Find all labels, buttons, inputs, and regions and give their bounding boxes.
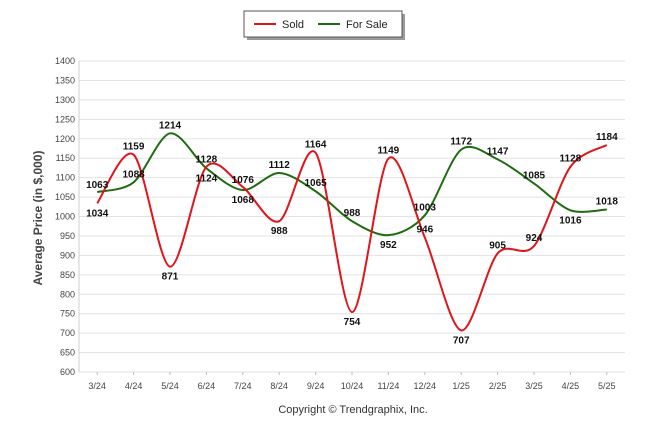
x-tick-label: 3/25 [525, 381, 543, 391]
x-tick-label: 12/24 [414, 381, 437, 391]
series-line-for-sale [96, 132, 607, 237]
data-label-sold: 946 [416, 224, 433, 235]
data-label-sold: 1164 [305, 140, 327, 151]
data-label-sold: 988 [271, 226, 288, 237]
data-label-sold: 924 [526, 233, 543, 244]
series-line-sold [96, 144, 608, 332]
data-label-for-sale: 1016 [559, 215, 582, 226]
series-lines [96, 132, 608, 332]
data-label-for-sale: 1003 [414, 202, 437, 213]
data-label-sold: 1149 [378, 146, 400, 157]
data-label-for-sale: 1147 [487, 146, 509, 157]
x-tick-label: 5/25 [598, 381, 616, 391]
data-label-for-sale: 1085 [523, 170, 546, 181]
data-label-for-sale: 1068 [232, 195, 255, 206]
y-tick-label: 1350 [55, 75, 75, 85]
data-label-for-sale: 1214 [159, 120, 182, 131]
x-tick-label: 3/24 [88, 381, 106, 391]
x-tick-label: 4/25 [562, 381, 580, 391]
x-tick-label: 4/24 [125, 381, 143, 391]
x-tick-label: 6/24 [198, 381, 216, 391]
grid [78, 60, 625, 375]
y-tick-label: 900 [60, 250, 75, 260]
data-label-sold: 1034 [86, 208, 109, 219]
y-tick-label: 950 [60, 231, 75, 241]
data-labels: 1034 1159 871 1128 1076 988 1164 754 1149 946 707 9… [86, 120, 618, 346]
data-label-for-sale: 1065 [304, 178, 327, 189]
y-tick-label: 1100 [56, 173, 75, 183]
x-tick-label: 1/25 [452, 381, 470, 391]
x-tick-label: 11/24 [377, 381, 399, 391]
data-label-for-sale: 1063 [86, 180, 109, 191]
copyright-footer: Copyright © Trendgraphix, Inc. [278, 404, 427, 416]
y-axis-label: Average Price (in $,000) [31, 151, 45, 286]
data-label-sold: 1184 [596, 132, 618, 143]
x-axis-ticks: 3/24 4/24 5/24 6/24 7/24 8/24 9/24 10/24 11/24 12… [88, 381, 615, 391]
x-tick-label: 9/24 [307, 381, 325, 391]
data-label-sold: 707 [453, 335, 470, 346]
data-label-for-sale: 1018 [596, 197, 619, 208]
y-tick-label: 1400 [55, 56, 75, 66]
y-axis-ticks: 600 650 700 750 800 850 900 950 1000 1050 1100 1150… [55, 56, 75, 377]
x-tick-label: 2/25 [489, 381, 507, 391]
data-label-for-sale: 1124 [196, 173, 218, 184]
data-label-for-sale: 1088 [122, 169, 145, 180]
y-tick-label: 1050 [55, 192, 75, 202]
y-tick-label: 750 [60, 309, 75, 319]
data-label-for-sale: 952 [380, 240, 397, 251]
y-tick-label: 1300 [55, 95, 75, 105]
y-tick-label: 850 [60, 270, 75, 280]
y-tick-label: 600 [60, 367, 75, 377]
data-label-for-sale: 988 [344, 208, 361, 219]
x-tick-label: 7/24 [234, 381, 252, 391]
y-tick-label: 1200 [55, 134, 75, 144]
x-tick-label: 8/24 [270, 381, 288, 391]
data-label-sold: 871 [162, 272, 179, 283]
y-tick-label: 700 [60, 328, 75, 338]
y-tick-label: 800 [60, 289, 75, 299]
legend-label-for-sale: For Sale [346, 19, 388, 31]
data-label-for-sale: 1112 [269, 160, 291, 171]
y-tick-label: 1250 [55, 114, 75, 124]
legend-label-sold: Sold [282, 19, 304, 31]
data-label-sold: 905 [489, 240, 506, 251]
data-label-sold: 754 [344, 317, 361, 328]
y-tick-label: 1000 [55, 212, 75, 222]
legend: Sold For Sale [243, 10, 405, 40]
data-label-sold: 1128 [196, 155, 218, 166]
data-label-sold: 1076 [232, 175, 255, 186]
x-tick-label: 10/24 [341, 381, 364, 391]
y-tick-label: 650 [60, 348, 75, 358]
data-label-sold: 1128 [560, 154, 582, 165]
y-tick-label: 1150 [56, 153, 75, 163]
data-label-for-sale: 1172 [450, 137, 472, 148]
data-label-sold: 1159 [123, 142, 145, 153]
x-tick-label: 5/24 [161, 381, 179, 391]
